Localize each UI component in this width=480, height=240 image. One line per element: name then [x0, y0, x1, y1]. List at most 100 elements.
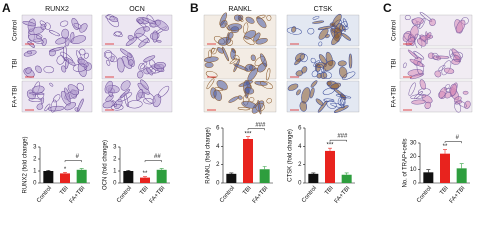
tissue — [407, 49, 419, 60]
tissue — [405, 36, 416, 46]
error-bar — [63, 172, 67, 174]
y-tick-label: 4 — [216, 144, 220, 150]
tissue — [241, 100, 257, 109]
tissue — [411, 99, 426, 105]
tissue — [59, 20, 69, 27]
tissue — [317, 25, 333, 30]
bar — [308, 173, 319, 183]
x-tick-label: TBI — [324, 185, 335, 196]
tissue — [450, 51, 463, 61]
tissue — [229, 58, 238, 65]
tissue — [449, 83, 458, 96]
tissue — [337, 60, 347, 67]
error-bar — [443, 149, 447, 154]
tissue — [25, 67, 32, 74]
significance: ## — [154, 154, 161, 160]
tissue — [135, 32, 150, 44]
x-tick-label: Control — [416, 185, 433, 204]
bracket — [247, 128, 265, 131]
tissue — [338, 66, 348, 79]
tissue — [53, 94, 61, 103]
tissue — [291, 26, 297, 33]
tissue — [109, 16, 119, 23]
tissue — [425, 32, 432, 39]
tissue — [410, 94, 427, 100]
tissue — [156, 39, 162, 43]
tissue — [206, 78, 215, 90]
tissue — [322, 71, 332, 79]
tissue — [224, 22, 231, 31]
y-axis-label: No. of TRAP+cells — [403, 138, 409, 187]
tissue — [143, 26, 150, 32]
tissue — [76, 82, 85, 91]
tissue — [136, 89, 143, 101]
tissue — [228, 31, 234, 39]
y-tick-label: 3 — [33, 145, 37, 151]
tissue — [444, 92, 452, 99]
y-axis-label: RANKL (fold change) — [206, 127, 212, 183]
y-tick-label: 20 — [410, 154, 417, 160]
tissue — [311, 70, 319, 78]
y-axis-label: CTSK (fold change) — [288, 129, 294, 182]
error-bar — [126, 170, 131, 171]
bar — [456, 168, 467, 183]
tissue — [333, 105, 349, 113]
tissue — [56, 55, 65, 65]
tissue — [326, 80, 332, 86]
y-tick-label: 3 — [113, 145, 117, 151]
tissue — [310, 80, 318, 88]
tissue — [413, 50, 425, 60]
tissue — [71, 18, 80, 30]
tissue — [339, 21, 348, 31]
y-tick-label: 6 — [216, 126, 220, 132]
tissue — [443, 67, 455, 74]
error-bar — [246, 136, 250, 139]
tissue — [431, 52, 439, 60]
tissue — [287, 83, 299, 91]
tissue — [27, 50, 32, 55]
panel-letter: B — [190, 1, 199, 15]
tissue — [266, 15, 272, 21]
x-tick-label: FA+TBI — [69, 185, 87, 205]
tissue — [64, 102, 77, 111]
tissue — [244, 63, 254, 72]
tissue — [316, 73, 322, 79]
tissue — [462, 90, 469, 95]
tissue — [140, 79, 149, 90]
tissue — [153, 61, 166, 69]
x-tick-label: Control — [36, 185, 53, 204]
tissue — [211, 47, 215, 53]
tissue — [255, 37, 268, 45]
tissue — [403, 62, 407, 69]
x-tick-label: FA+TBI — [449, 185, 467, 205]
tissue — [243, 22, 249, 34]
bracket — [144, 160, 162, 163]
tissue — [255, 102, 265, 112]
tissue — [230, 49, 236, 60]
tissue — [329, 22, 336, 27]
tissue — [409, 58, 425, 68]
x-tick-label: TBI — [139, 185, 150, 196]
tissue — [44, 103, 51, 112]
tissue — [138, 62, 145, 72]
tissue — [72, 63, 88, 72]
tissue — [299, 53, 308, 63]
tissue — [113, 31, 122, 37]
tissue — [315, 98, 324, 106]
tissue — [61, 28, 70, 39]
tissue — [79, 23, 88, 33]
tissue — [127, 100, 143, 109]
y-tick-label: 30 — [410, 141, 417, 147]
column-title: OCN — [129, 6, 145, 13]
tissue — [435, 55, 450, 59]
row-label: TBI — [391, 58, 398, 68]
tissue — [323, 60, 336, 72]
tissue — [412, 17, 424, 25]
y-tick-label: 0 — [298, 181, 302, 187]
y-tick-label: 1 — [33, 169, 37, 175]
tissue — [110, 104, 124, 111]
tissue — [237, 107, 251, 111]
bar — [226, 173, 237, 183]
bar — [325, 150, 335, 183]
panel-letter: A — [2, 1, 11, 15]
